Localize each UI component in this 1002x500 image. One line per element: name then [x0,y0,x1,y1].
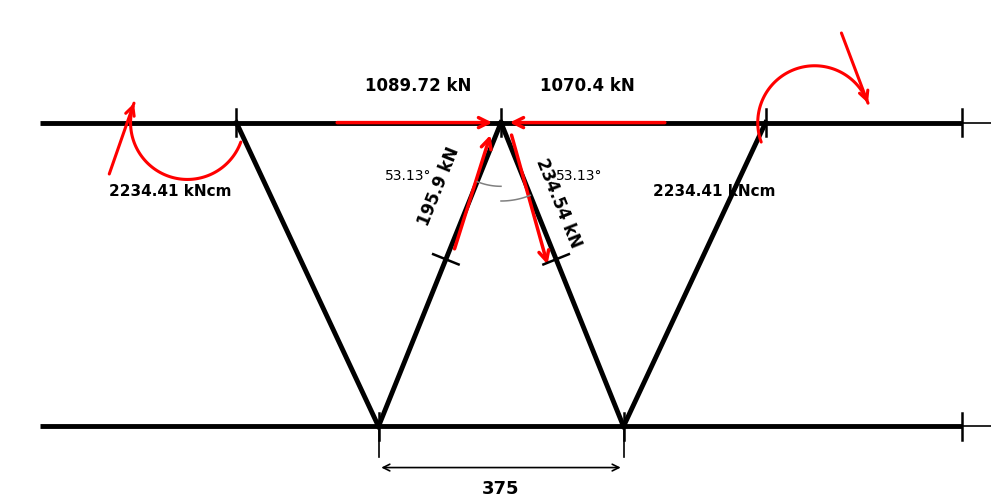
Text: 375: 375 [482,480,520,498]
Text: 53.13°: 53.13° [556,170,602,183]
Text: 1089.72 kN: 1089.72 kN [365,77,471,95]
Text: 234.54 kN: 234.54 kN [532,156,584,250]
Text: 2234.41 kNcm: 2234.41 kNcm [109,184,231,198]
Text: 195.9 kN: 195.9 kN [415,144,463,228]
Text: 2234.41 kNcm: 2234.41 kNcm [653,184,776,198]
Text: 1070.4 kN: 1070.4 kN [540,77,634,95]
Text: 53.13°: 53.13° [385,170,431,183]
